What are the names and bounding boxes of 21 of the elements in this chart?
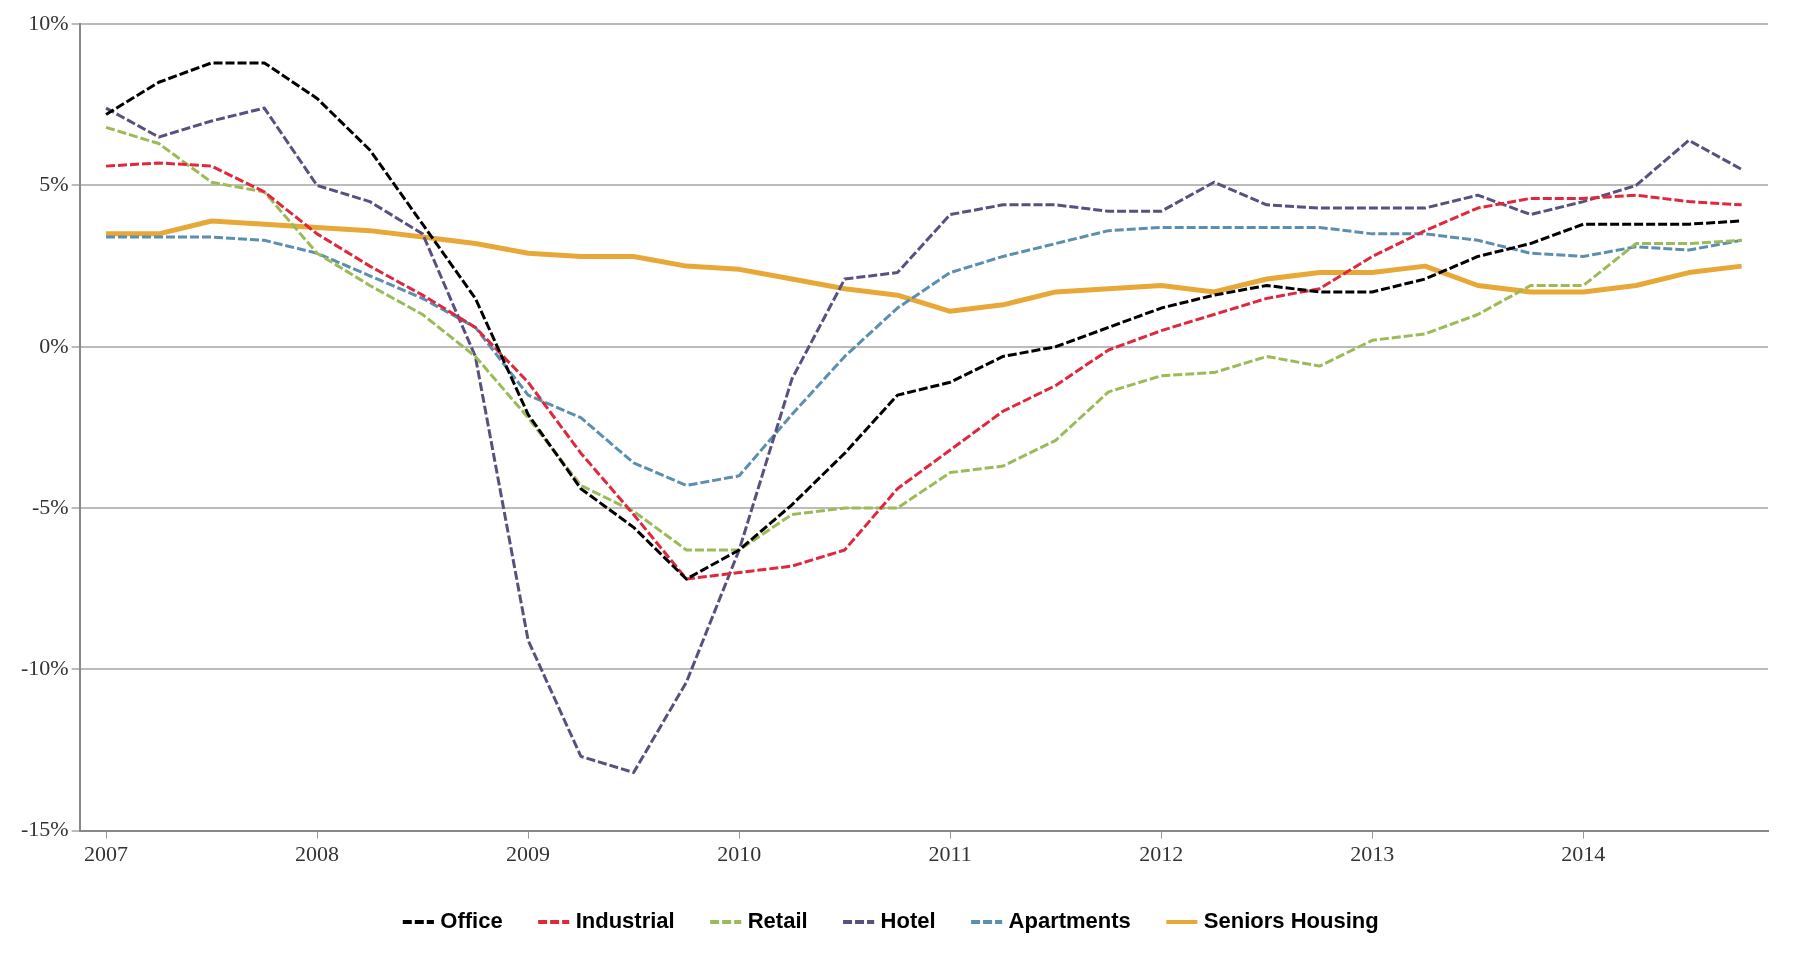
- x-tick-label: 2012: [1139, 840, 1184, 866]
- line-series: [104, 106, 1744, 775]
- y-tick-label: 5%: [39, 171, 69, 197]
- x-tick-label: 2009: [506, 840, 551, 866]
- x-tick-label: 2008: [295, 840, 340, 866]
- x-tick-label: 2011: [928, 840, 972, 866]
- x-tick-label: 2007: [84, 840, 129, 866]
- legend-label: Seniors Housing: [1203, 908, 1379, 934]
- y-tick-label: 0%: [39, 332, 69, 358]
- legend-label: Hotel: [880, 908, 936, 934]
- legend-label: Office: [440, 908, 503, 934]
- y-tick-label: 10%: [28, 9, 69, 35]
- legend-label: Retail: [747, 908, 808, 934]
- x-tick-label: 2013: [1350, 840, 1395, 866]
- y-tick-label: -5%: [32, 493, 69, 519]
- x-tick-label: 2014: [1561, 840, 1606, 866]
- y-tick-label: -15%: [21, 816, 69, 842]
- x-tick-label: 2010: [717, 840, 762, 866]
- legend-label: Apartments: [1008, 908, 1131, 934]
- legend-label: Industrial: [575, 908, 675, 934]
- y-tick-label: -10%: [21, 655, 69, 681]
